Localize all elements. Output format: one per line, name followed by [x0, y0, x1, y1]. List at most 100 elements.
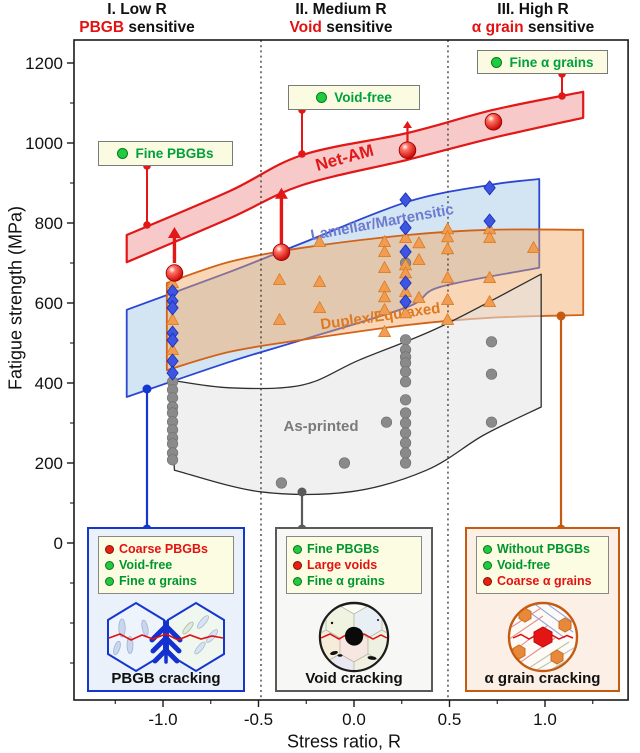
band-net-am — [125, 90, 585, 264]
region-header-high-r: III. High R α grain sensitive — [472, 1, 594, 37]
y-tick-label: 800 — [35, 214, 63, 233]
legend-item: Void-free — [105, 557, 227, 573]
legend-item: Without PBGBs — [483, 541, 602, 557]
void-cracking-illustration — [318, 601, 390, 673]
region-header-line2: Void sensitive — [289, 19, 393, 36]
data-point-diamond — [166, 365, 179, 381]
annotation-chip-void-free: Void-free — [288, 85, 420, 110]
data-point-triangle — [441, 313, 454, 325]
data-point-triangle — [378, 290, 391, 303]
x-tick-label: -1.0 — [148, 710, 177, 729]
data-point-triangle — [378, 325, 391, 337]
data-point-triangle — [399, 306, 412, 319]
green-dot-icon — [491, 56, 503, 68]
data-point-diamond — [483, 180, 496, 196]
chip-label: Fine α grains — [509, 54, 594, 70]
region-header-line1: I. Low R — [107, 1, 167, 18]
data-point-diamond — [399, 244, 412, 260]
arrowhead-icon — [402, 121, 412, 128]
inset-caption: Void cracking — [305, 670, 403, 687]
green-dot-icon — [316, 92, 328, 103]
legend-item: Large voids — [293, 557, 415, 573]
region-header-line2: PBGB sensitive — [79, 19, 195, 36]
data-point-triangle — [483, 231, 497, 243]
y-tick-label: 400 — [35, 374, 63, 393]
data-point-sphere — [398, 141, 417, 159]
annotation-chip-fine-alpha-grains: Fine α grains — [477, 50, 608, 74]
data-point-triangle — [483, 295, 497, 307]
bands-layer — [125, 90, 585, 496]
data-point-triangle — [378, 261, 391, 273]
data-point-circle — [380, 416, 393, 428]
data-point-circle — [485, 336, 498, 348]
region-header-medium-r: II. Medium R Void sensitive — [289, 1, 392, 37]
inset-legend-void: Fine PBGBs Large voids Fine α grains — [286, 536, 422, 594]
inset-caption: α grain cracking — [484, 670, 601, 687]
chip-label: Void-free — [334, 90, 392, 105]
band-as-printed — [168, 273, 542, 496]
x-tick-label: 0.0 — [342, 710, 366, 729]
annotation-chip-fine-pbgbs: Fine PBGBs — [98, 141, 233, 166]
data-point-triangle — [313, 275, 327, 287]
crack-line — [108, 633, 224, 641]
region-boundaries — [260, 40, 449, 700]
data-point-diamond — [399, 294, 412, 310]
inset-box-pbgb-cracking: Coarse PBGBs Void-free Fine α grains — [87, 527, 245, 692]
coarse-grain-icon — [533, 626, 552, 648]
data-point-diamond — [399, 275, 412, 291]
data-point-triangle — [441, 230, 454, 243]
inset-caption: PBGB cracking — [111, 670, 221, 687]
y-tick-label: 600 — [35, 294, 63, 313]
data-point-diamond — [399, 220, 412, 236]
region-header-low-r: I. Low R PBGB sensitive — [79, 1, 194, 37]
y-axis-title: Fatigue strength (MPa) — [5, 205, 26, 391]
data-point-sphere — [272, 243, 291, 261]
void-blob-icon — [345, 626, 364, 646]
data-point-triangle — [483, 271, 497, 283]
legend-item: Void-free — [483, 557, 602, 573]
x-tick-label: -0.5 — [244, 710, 273, 729]
data-point-triangle — [412, 253, 426, 265]
legend-item: Coarse PBGBs — [105, 541, 227, 557]
arrowhead-icon — [167, 227, 181, 238]
inset-box-void-cracking: Fine PBGBs Large voids Fine α grains — [275, 527, 433, 692]
data-point-circle — [275, 477, 288, 489]
data-point-diamond — [483, 213, 496, 229]
data-point-triangle — [412, 291, 426, 303]
arrowhead-icon — [274, 187, 288, 199]
legend-item: Fine α grains — [105, 573, 227, 589]
green-dot-icon — [293, 576, 302, 586]
data-point-circle — [399, 334, 412, 346]
data-point-triangle — [378, 245, 391, 257]
data-point-diamond — [166, 332, 179, 348]
data-point-triangle — [313, 235, 327, 247]
band-duplex-equiaxed — [165, 228, 585, 372]
x-axis-title: Stress ratio, R — [286, 731, 402, 752]
data-point-triangle — [441, 293, 454, 305]
red-dot-icon — [293, 560, 302, 570]
green-dot-icon — [105, 560, 114, 570]
region-header-line2: α grain sensitive — [471, 19, 595, 36]
data-point-circle — [399, 427, 412, 439]
data-point-triangle — [412, 236, 426, 249]
axes-layer: 0 200 400 600 800 1000 1200 -1.0 -0.5 0.0 0.5 1.0 — [25, 39, 629, 729]
x-tick-label: 1.0 — [533, 710, 557, 729]
data-point-circle — [399, 457, 412, 469]
data-point-circle — [399, 376, 412, 388]
pbgb-cracking-illustration — [107, 601, 225, 673]
data-point-circle — [338, 457, 351, 469]
data-point-circle — [485, 368, 498, 380]
green-dot-icon — [483, 544, 492, 554]
inset-legend-alpha: Without PBGBs Void-free Coarse α grains — [476, 536, 609, 594]
data-point-circle — [399, 394, 412, 406]
legend-item: Fine α grains — [293, 573, 415, 589]
data-point-triangle — [166, 313, 179, 325]
data-point-sphere — [484, 113, 503, 131]
data-points — [165, 113, 540, 489]
green-dot-icon — [293, 544, 302, 554]
green-dot-icon — [105, 576, 114, 586]
data-point-circle — [485, 416, 498, 428]
data-point-triangle — [441, 242, 454, 255]
